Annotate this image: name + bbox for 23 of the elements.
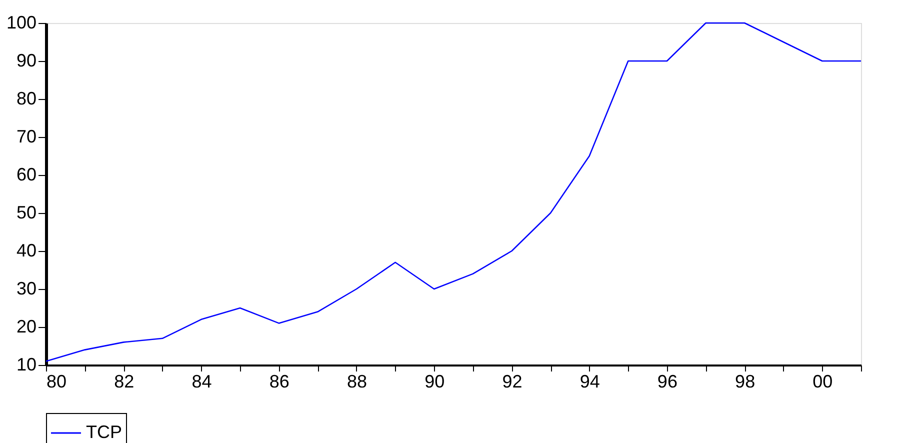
x-tick-label: 90 (424, 372, 445, 392)
x-tick-label: 96 (657, 372, 678, 392)
y-tick-label: 30 (16, 278, 36, 298)
x-tick-label: 88 (346, 372, 367, 392)
x-tick-label: 00 (812, 372, 833, 392)
x-tick-label: 92 (502, 372, 522, 392)
x-tick-label: 84 (192, 372, 212, 392)
x-tick-label: 98 (735, 372, 756, 392)
x-tick-label: 80 (46, 372, 67, 392)
y-tick-label: 100 (6, 12, 36, 32)
y-tick-label: 80 (16, 88, 36, 108)
y-tick-label: 60 (16, 164, 36, 184)
legend-label: TCP (86, 422, 122, 442)
y-tick-label: 70 (16, 126, 36, 146)
y-tick-label: 50 (16, 202, 36, 222)
x-tick-label: 82 (114, 372, 134, 392)
line-series (45, 22, 862, 362)
y-tick-label: 20 (16, 316, 36, 336)
x-tick-label: 86 (269, 372, 290, 392)
y-tick-label: 10 (16, 354, 36, 374)
x-tick-label: 94 (580, 372, 600, 392)
y-tick-label: 40 (16, 240, 36, 260)
y-tick-label: 90 (16, 50, 36, 70)
